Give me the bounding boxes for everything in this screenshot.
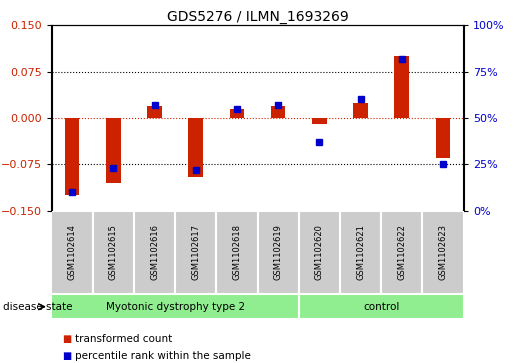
Text: GSM1102614: GSM1102614 <box>67 224 77 280</box>
Text: percentile rank within the sample: percentile rank within the sample <box>75 351 251 361</box>
Bar <box>52 211 93 294</box>
Bar <box>422 211 464 294</box>
Text: GSM1102621: GSM1102621 <box>356 224 365 280</box>
Bar <box>299 211 340 294</box>
Title: GDS5276 / ILMN_1693269: GDS5276 / ILMN_1693269 <box>167 11 348 24</box>
Bar <box>230 109 244 118</box>
Text: transformed count: transformed count <box>75 334 172 344</box>
Text: GSM1102617: GSM1102617 <box>191 224 200 280</box>
Bar <box>271 106 285 118</box>
Bar <box>353 102 368 118</box>
Bar <box>340 211 381 294</box>
Text: GSM1102623: GSM1102623 <box>438 224 448 280</box>
Bar <box>299 294 464 319</box>
Bar <box>216 211 258 294</box>
Bar <box>436 118 450 158</box>
Text: GSM1102620: GSM1102620 <box>315 224 324 280</box>
Text: GSM1102615: GSM1102615 <box>109 224 118 280</box>
Text: control: control <box>363 302 399 312</box>
Bar <box>258 211 299 294</box>
Bar <box>134 211 175 294</box>
Text: GSM1102618: GSM1102618 <box>232 224 242 280</box>
Bar <box>394 56 409 118</box>
Text: ■: ■ <box>62 334 71 344</box>
Bar <box>312 118 327 124</box>
Bar <box>52 294 299 319</box>
Text: GSM1102616: GSM1102616 <box>150 224 159 280</box>
Bar <box>147 106 162 118</box>
Text: GSM1102619: GSM1102619 <box>273 224 283 280</box>
Bar <box>381 211 422 294</box>
Bar <box>106 118 121 183</box>
Text: GSM1102622: GSM1102622 <box>397 224 406 280</box>
Bar <box>175 211 216 294</box>
Text: ■: ■ <box>62 351 71 361</box>
Bar <box>65 118 79 195</box>
Bar <box>188 118 203 177</box>
Text: Myotonic dystrophy type 2: Myotonic dystrophy type 2 <box>106 302 245 312</box>
Bar <box>93 211 134 294</box>
Text: disease state: disease state <box>3 302 72 312</box>
